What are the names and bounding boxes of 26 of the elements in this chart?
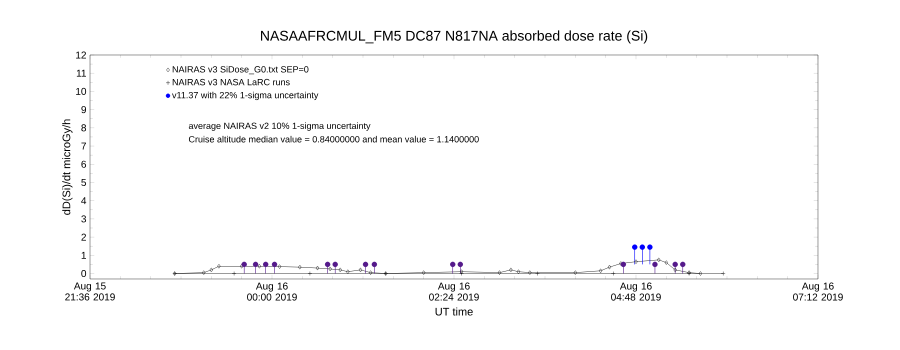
y-tick-label: 6 — [81, 160, 86, 168]
x-tick-label: Aug 16 02:24 2019 — [429, 282, 479, 301]
legend-label: v11.37 with 22% 1-sigma uncertainty — [172, 92, 318, 100]
y-tick-label: 7 — [81, 142, 86, 150]
x-tick-label: Aug 16 00:00 2019 — [247, 282, 297, 301]
y-tick-label: 9 — [81, 106, 86, 114]
annotation: average NAIRAS v2 10% 1-sigma uncertainty — [188, 122, 371, 131]
y-tick-label: 0 — [81, 270, 86, 278]
x-axis-title: UT time — [436, 307, 473, 316]
x-tick-label: Aug 15 21:36 2019 — [65, 282, 115, 300]
legend-label: NAIRAS v3 SiDose_G0.txt SEP=0 — [172, 66, 308, 74]
y-tick-label: 1 — [82, 252, 86, 259]
y-tick-label: 8 — [81, 124, 86, 132]
x-tick-label: Aug 16 04:48 2019 — [611, 282, 661, 301]
y-tick-label: 4 — [81, 197, 86, 204]
chart-title: NASAAFRCMUL_FM5 DC87 N817NA absorbed dose rate (Si) — [261, 30, 648, 44]
x-tick-label: Aug 16 07:12 2019 — [793, 282, 843, 301]
y-tick-label: 10 — [76, 88, 86, 95]
annotation: Cruise altitude median value = 0.84000000 and mean value = 1.1400000 — [188, 136, 479, 142]
y-tick-label: 11 — [76, 70, 86, 77]
y-tick-label: 3 — [81, 215, 86, 222]
y-tick-label: 12 — [76, 52, 86, 58]
y-tick-label: 5 — [81, 178, 86, 186]
legend-label: NAIRAS v3 NASA LaRC runs — [172, 78, 290, 86]
y-axis-title: dD(Si)/dt microGy/h — [62, 119, 72, 215]
y-tick-label: 2 — [81, 234, 86, 241]
